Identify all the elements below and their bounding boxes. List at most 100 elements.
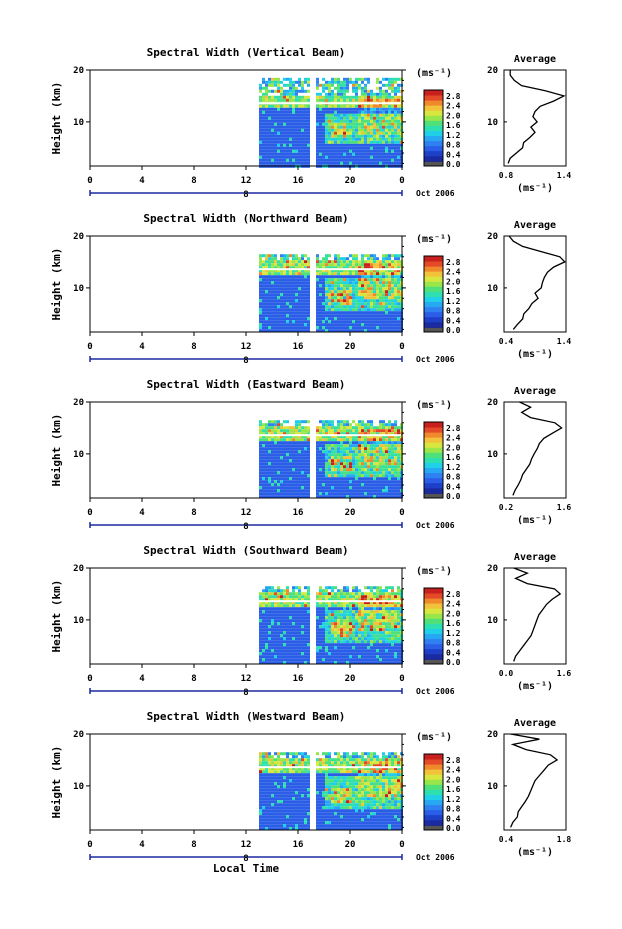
- colorbar-segment: [424, 115, 443, 121]
- colorbar-tick-label: 1.6: [446, 619, 461, 628]
- x-tick-label: 0: [399, 840, 404, 850]
- x-tick-label: 8: [191, 176, 196, 186]
- colorbar-floor: [424, 660, 443, 664]
- average-profile: Average 20 10 0.0 1.6 (ms⁻¹): [487, 552, 571, 692]
- y-axis-label: Height (km): [50, 248, 63, 321]
- average-y-tick-label: 20: [487, 730, 498, 740]
- x-tick-label: 20: [345, 176, 356, 186]
- y-tick-label: 10: [73, 616, 84, 626]
- colorbar-tick-label: 0.8: [446, 805, 461, 814]
- colorbar-segment: [424, 819, 443, 826]
- colorbar-segment: [424, 759, 443, 765]
- average-x-tick-label: 0.2: [499, 503, 514, 512]
- colorbar-segment: [424, 447, 443, 453]
- y-axis-label: Height (km): [50, 414, 63, 487]
- x-tick-label: 8: [191, 840, 196, 850]
- y-axis-label: Height (km): [50, 82, 63, 155]
- y-tick-label: 10: [73, 782, 84, 792]
- colorbar-segment: [424, 472, 443, 479]
- colorbar-segment: [424, 789, 443, 795]
- x-tick-label: 4: [139, 508, 145, 518]
- colorbar-segment: [424, 638, 443, 645]
- colorbar-tick-label: 1.2: [446, 629, 461, 638]
- average-y-tick-label: 10: [487, 450, 498, 460]
- x-axis-label: Local Time: [213, 862, 280, 875]
- average-x-label: (ms⁻¹): [517, 183, 553, 194]
- average-x-tick-label: 0.0: [499, 669, 514, 678]
- colorbar-segment: [424, 135, 443, 142]
- panel-1: Spectral Width (Vertical Beam) 20 10 Height…: [50, 46, 571, 200]
- colorbar-tick-label: 2.4: [446, 102, 461, 111]
- date-label: Oct 2006: [416, 687, 455, 696]
- colorbar-tick-label: 0.8: [446, 141, 461, 150]
- average-profile: Average 20 10 0.2 1.6 (ms⁻¹): [487, 386, 571, 526]
- colorbar-segment: [424, 487, 443, 494]
- heatmap-cells: [259, 752, 403, 831]
- colorbar-segment: [424, 643, 443, 650]
- colorbar-segment: [424, 653, 443, 660]
- colorbar-tick-label: 1.6: [446, 287, 461, 296]
- panel-4: Spectral Width (Southward Beam) 20 10 Heigh…: [50, 544, 571, 698]
- colorbar-segment: [424, 784, 443, 790]
- colorbar-segment: [424, 764, 443, 770]
- colorbar-tick-label: 0.0: [446, 492, 461, 501]
- colorbar-tick-label: 2.4: [446, 434, 461, 443]
- colorbar-frame: [423, 255, 444, 333]
- panel-title: Spectral Width (Eastward Beam): [147, 378, 346, 391]
- panel-title: Spectral Width (Southward Beam): [143, 544, 348, 557]
- colorbar-segment: [424, 140, 443, 147]
- x-tick-label: 12: [241, 342, 252, 352]
- colorbar-segment: [424, 271, 443, 277]
- colorbar-segment: [424, 311, 443, 318]
- colorbar-segment: [424, 110, 443, 116]
- y-tick-label: 20: [73, 730, 84, 740]
- colorbar-segment: [424, 593, 443, 599]
- day-label: 8: [243, 688, 248, 698]
- colorbar-segment: [424, 286, 443, 292]
- average-profile: Average 20 10 0.8 1.4 (ms⁻¹): [487, 54, 571, 194]
- colorbar-tick-label: 0.4: [446, 814, 461, 823]
- colorbar-segment: [424, 628, 443, 634]
- day-label: 8: [243, 356, 248, 366]
- x-tick-label: 4: [139, 176, 145, 186]
- colorbar-tick-label: 0.0: [446, 824, 461, 833]
- heatmap-cells: [259, 77, 403, 168]
- colorbar-segment: [424, 145, 443, 152]
- colorbar-floor: [424, 826, 443, 830]
- colorbar-segment: [424, 291, 443, 297]
- x-tick-label: 0: [87, 176, 92, 186]
- colorbar-segment: [424, 799, 443, 806]
- colorbar-tick-label: 0.4: [446, 482, 461, 491]
- x-tick-label: 20: [345, 342, 356, 352]
- panel-title: Spectral Width (Vertical Beam): [147, 46, 346, 59]
- average-line: [512, 401, 563, 496]
- colorbar: [423, 587, 444, 665]
- colorbar-segment: [424, 296, 443, 302]
- panel-5: Spectral Width (Westward Beam) 20 10 Height…: [50, 710, 571, 875]
- date-label: Oct 2006: [416, 521, 455, 530]
- average-x-label: (ms⁻¹): [517, 681, 553, 692]
- x-tick-label: 4: [139, 342, 145, 352]
- colorbar-segment: [424, 105, 443, 111]
- colorbar-unit: (ms⁻¹): [416, 400, 452, 411]
- colorbar: [423, 89, 444, 167]
- panel-title: Spectral Width (Northward Beam): [143, 212, 348, 225]
- x-tick-label: 12: [241, 674, 252, 684]
- average-title: Average: [514, 718, 556, 729]
- colorbar-tick-label: 2.0: [446, 609, 461, 618]
- colorbar-floor: [424, 494, 443, 498]
- colorbar-tick-label: 2.0: [446, 775, 461, 784]
- colorbar-segment: [424, 462, 443, 468]
- x-tick-label: 0: [87, 674, 92, 684]
- average-x-label: (ms⁻¹): [517, 515, 553, 526]
- x-tick-label: 12: [241, 840, 252, 850]
- colorbar-segment: [424, 804, 443, 811]
- colorbar-tick-label: 1.2: [446, 131, 461, 140]
- date-label: Oct 2006: [416, 853, 455, 862]
- average-title: Average: [514, 220, 556, 231]
- colorbar-frame: [423, 89, 444, 167]
- colorbar-unit: (ms⁻¹): [416, 566, 452, 577]
- colorbar-segment: [424, 442, 443, 448]
- colorbar-segment: [424, 100, 443, 106]
- colorbar-segment: [424, 155, 443, 162]
